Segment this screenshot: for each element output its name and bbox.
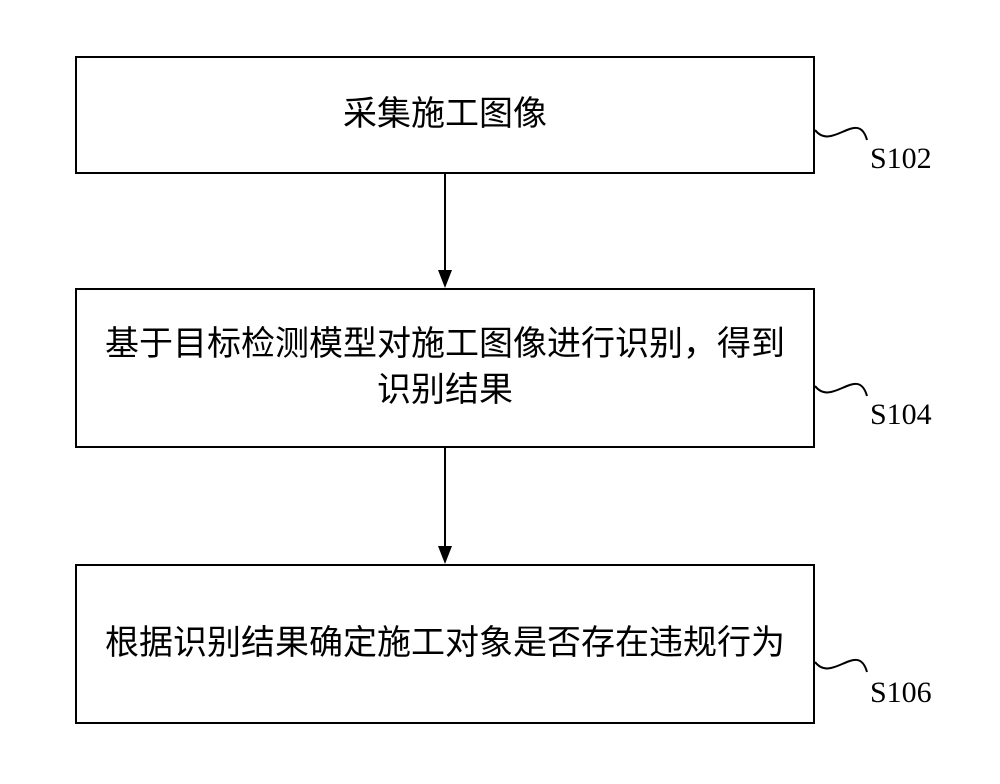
label-connector-step3	[0, 0, 1000, 784]
